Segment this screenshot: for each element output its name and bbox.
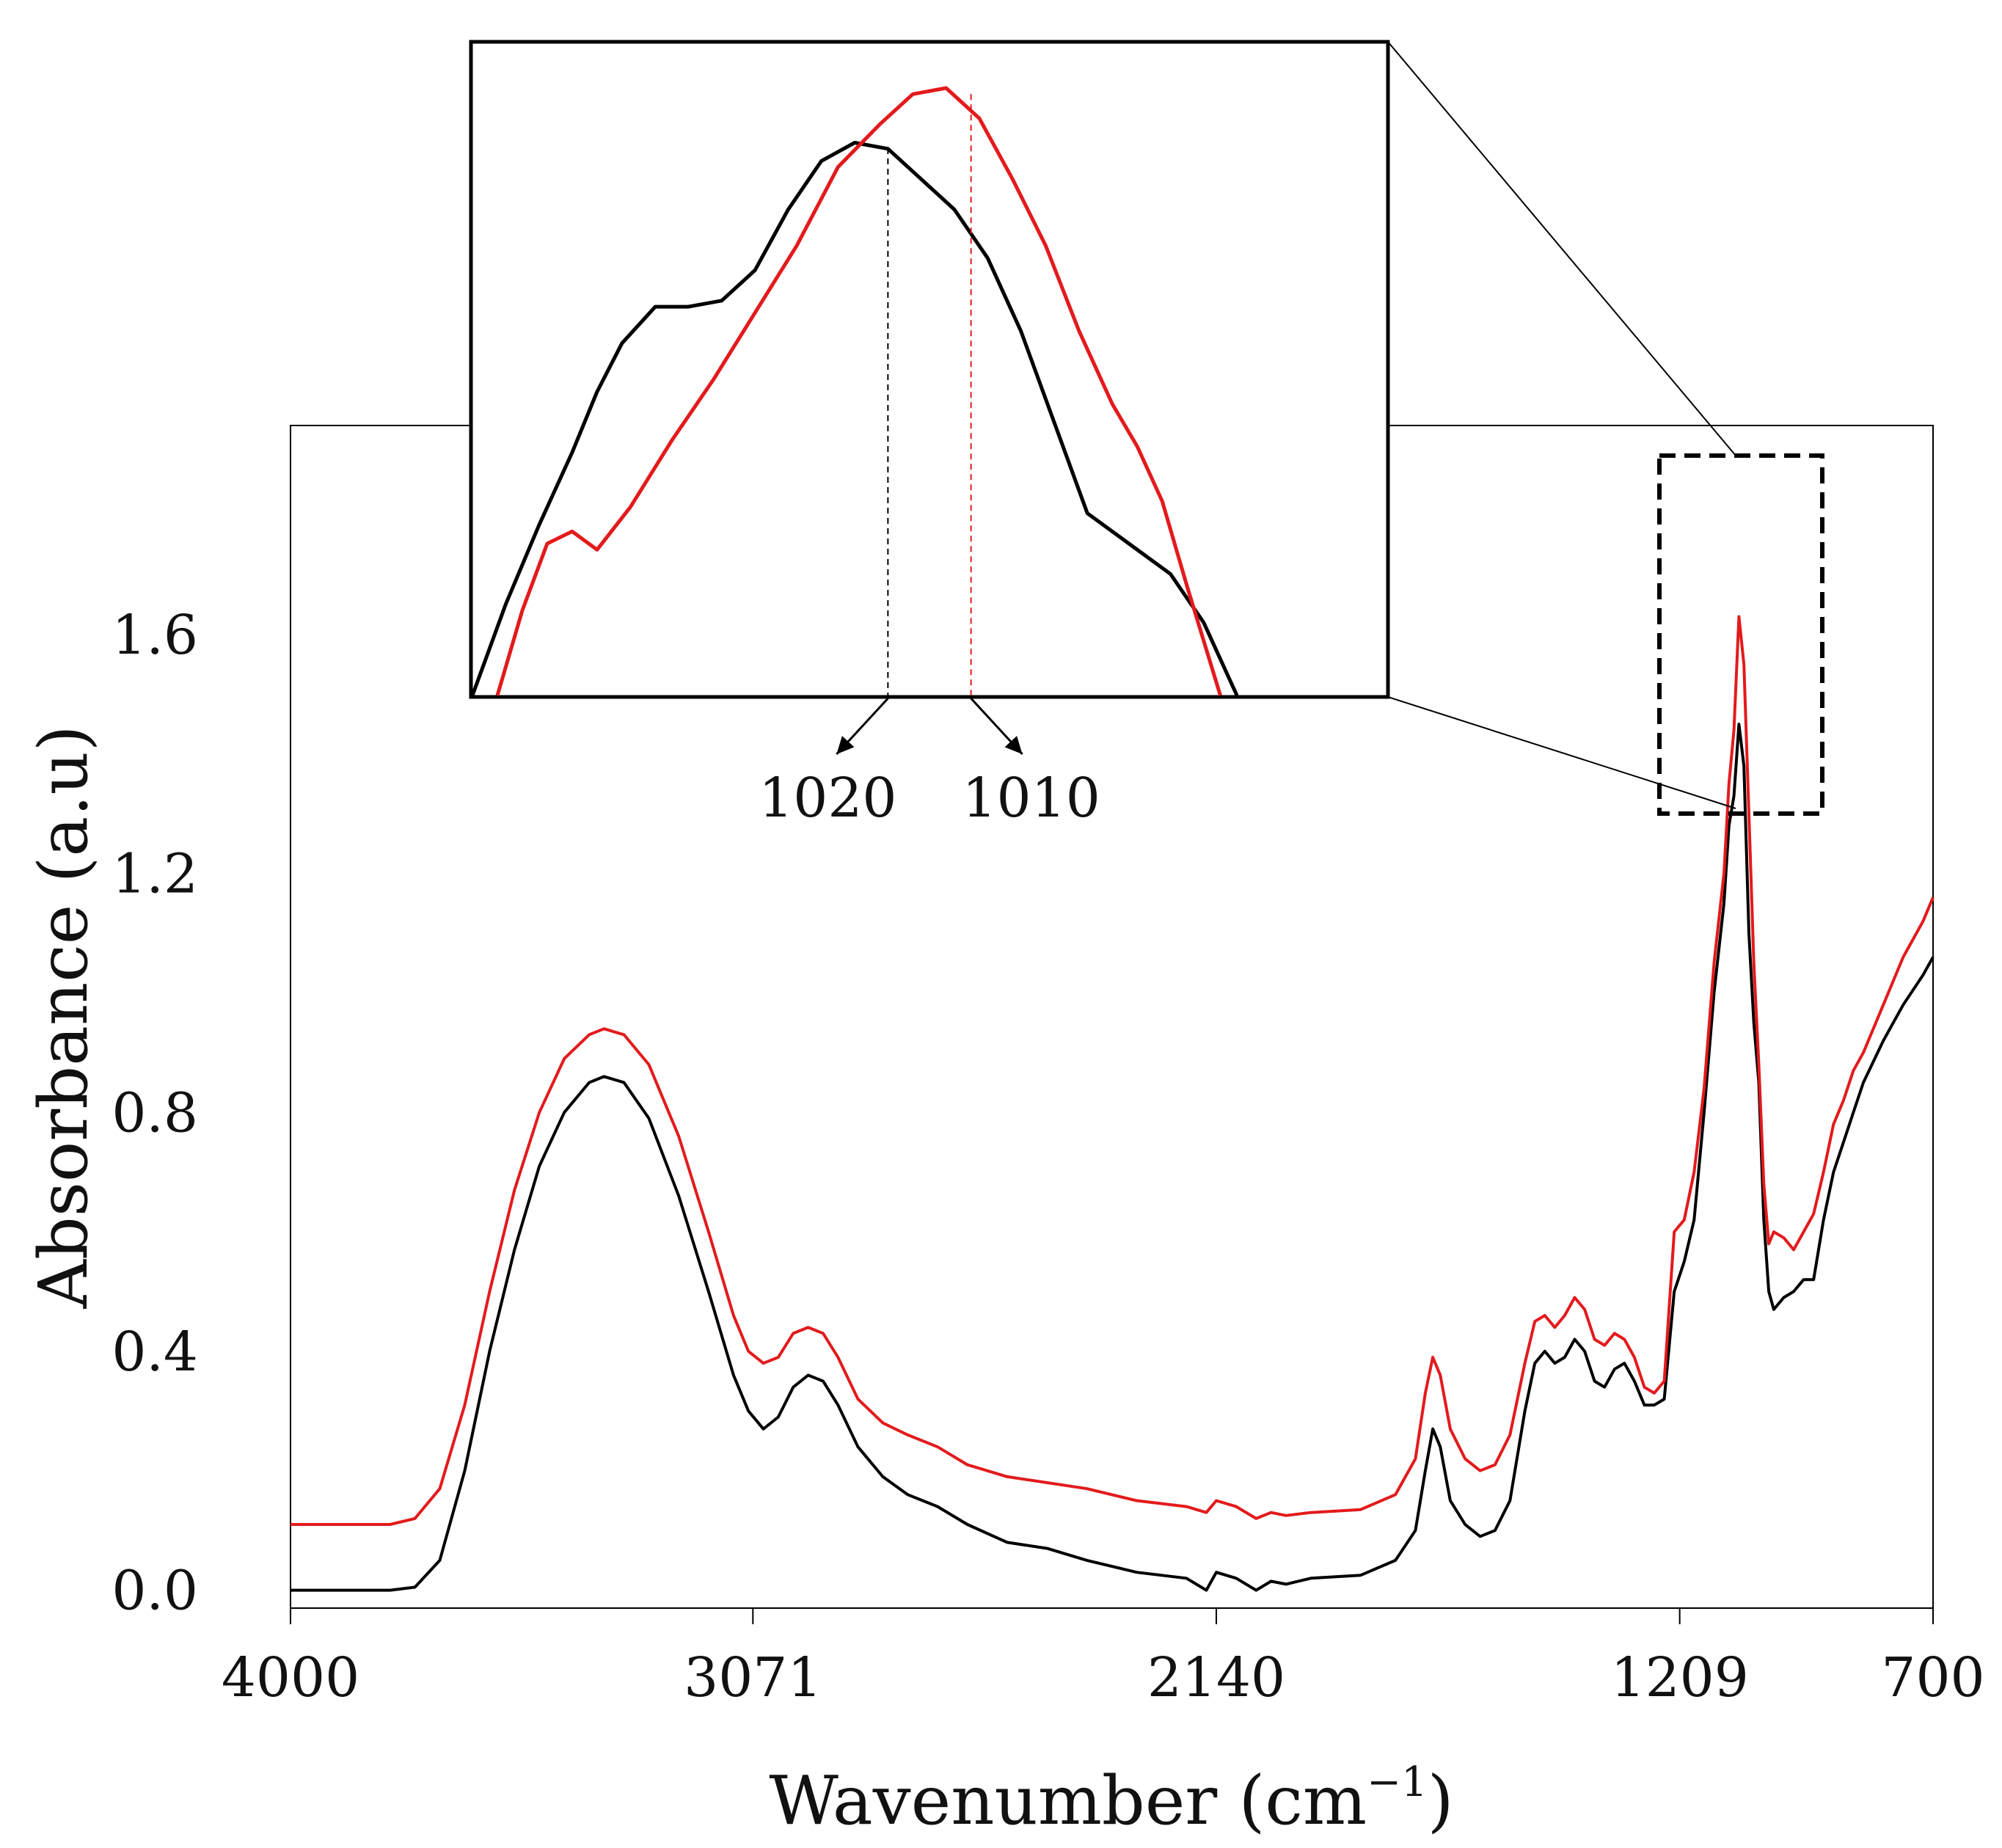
- peak-arrowhead-1010: [1004, 736, 1023, 754]
- series-line-black-spectrum: [291, 723, 1935, 1592]
- inset-connector-bottom: [1387, 696, 1736, 809]
- y-axis-title: Absorbance (a.u): [24, 725, 103, 1309]
- x-axis-title-sup: −1: [1367, 1758, 1428, 1806]
- x-axis: 4000 3071 2140 1209 700: [222, 1608, 1985, 1709]
- x-tick-label: 2140: [1147, 1646, 1285, 1709]
- inset-annotations: 1020 1010: [759, 94, 1100, 830]
- x-axis-title-main: Wavenumber (cm: [769, 1761, 1367, 1840]
- inset-series-group: [470, 86, 1239, 697]
- zoom-region-box: [1657, 453, 1824, 816]
- main-series-group: [291, 615, 1935, 1592]
- x-tick-label: 4000: [222, 1646, 359, 1709]
- inset-line-black-zoom: [470, 141, 1239, 697]
- y-tick-label: 1.2: [112, 843, 198, 906]
- peak-label-1010: 1010: [962, 767, 1100, 830]
- series-line-red-spectrum: [291, 615, 1935, 1526]
- peak-label-1020: 1020: [759, 767, 896, 830]
- y-axis: 0.0 0.4 0.8 1.2 1.6: [112, 604, 198, 1623]
- y-tick-label: 0.4: [112, 1321, 198, 1384]
- inset-connector-top: [1387, 41, 1736, 456]
- inset-line-red-zoom: [495, 86, 1222, 696]
- peak-arrowhead-1020: [836, 736, 855, 754]
- y-tick-label: 1.6: [112, 604, 198, 667]
- x-tick-label: 700: [1881, 1646, 1984, 1709]
- y-tick-label: 0.8: [112, 1081, 198, 1144]
- x-axis-title: Wavenumber (cm−1): [769, 1758, 1453, 1840]
- y-tick-label: 0.0: [112, 1560, 198, 1623]
- x-axis-title-close: ): [1428, 1761, 1454, 1840]
- inset-panel: [469, 40, 1390, 699]
- x-tick-label: 3071: [684, 1646, 822, 1709]
- x-tick-label: 1209: [1610, 1646, 1748, 1709]
